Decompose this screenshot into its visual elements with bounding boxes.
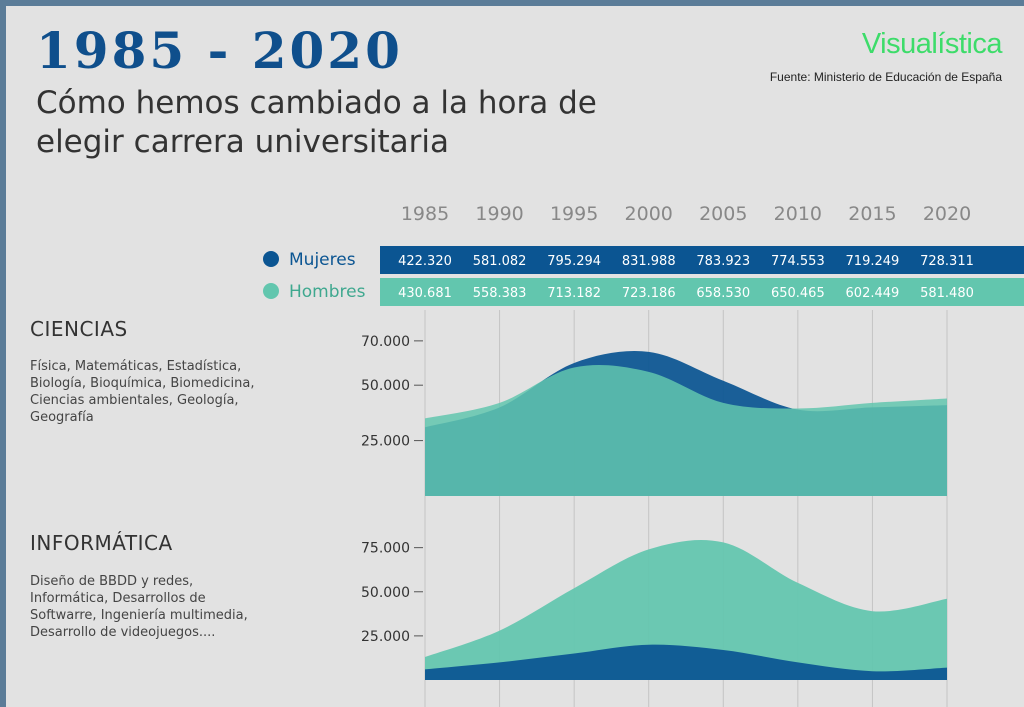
ytick-label-2: 70.000 xyxy=(361,334,410,350)
year-label-2010: 2010 xyxy=(774,203,822,225)
ytick-label-0: 25.000 xyxy=(361,434,410,450)
area-hombres xyxy=(425,540,947,680)
ytick-label-1: 50.000 xyxy=(361,585,410,601)
cell-mujeres-2020: 728.311 xyxy=(920,254,974,269)
data-table: 422.320 581.082 795.294 831.988 783.923 774.5… xyxy=(380,246,1024,306)
cell-mujeres-1995: 795.294 xyxy=(547,254,601,269)
year-label-1995: 1995 xyxy=(550,203,598,225)
chart-ciencias: 25.000 50.000 70.000 xyxy=(361,334,947,496)
year-label-2020: 2020 xyxy=(923,203,971,225)
cell-mujeres-1985: 422.320 xyxy=(398,254,452,269)
main-title: 1985 - 2020 xyxy=(36,21,403,80)
year-axis: 1985 1990 1995 2000 2005 2010 2015 2020 xyxy=(401,203,971,225)
legend-label-hombres: Hombres xyxy=(289,282,366,302)
cell-hombres-1995: 713.182 xyxy=(547,286,601,301)
section-desc-informatica: Diseño de BBDD y redes, Informática, Des… xyxy=(30,574,248,640)
ytick-label-1: 50.000 xyxy=(361,378,410,394)
cell-mujeres-2015: 719.249 xyxy=(846,254,900,269)
chart-informatica: 25.000 50.000 75.000 xyxy=(361,540,947,680)
legend-item-mujeres: Mujeres xyxy=(263,248,356,272)
section-title-informatica: INFORMÁTICA xyxy=(30,531,173,555)
frame-left-border xyxy=(0,0,6,707)
ytick-label-0: 25.000 xyxy=(361,629,410,645)
year-label-1985: 1985 xyxy=(401,203,449,225)
year-label-2015: 2015 xyxy=(848,203,896,225)
ytick-label-2: 75.000 xyxy=(361,541,410,557)
cell-mujeres-1990: 581.082 xyxy=(473,254,527,269)
cell-hombres-2000: 723.186 xyxy=(622,286,676,301)
cell-mujeres-2005: 783.923 xyxy=(696,254,750,269)
cell-hombres-2020: 581.480 xyxy=(920,286,974,301)
cell-hombres-2005: 658.530 xyxy=(696,286,750,301)
year-label-2000: 2000 xyxy=(625,203,673,225)
source-note: Fuente: Ministerio de Educación de Españ… xyxy=(769,70,1002,84)
cell-hombres-1990: 558.383 xyxy=(473,286,527,301)
frame-top-border xyxy=(0,0,1024,6)
legend-dot-mujeres xyxy=(263,251,279,267)
year-label-1990: 1990 xyxy=(475,203,523,225)
year-label-2005: 2005 xyxy=(699,203,747,225)
area-mujeres xyxy=(425,644,947,680)
brand-logo: Visualística xyxy=(861,28,1003,60)
cell-hombres-2010: 650.465 xyxy=(771,286,825,301)
cell-mujeres-2010: 774.553 xyxy=(771,254,825,269)
cell-mujeres-2000: 831.988 xyxy=(622,254,676,269)
cell-hombres-1985: 430.681 xyxy=(398,286,452,301)
subtitle: Cómo hemos cambiado a la hora de elegir … xyxy=(36,85,597,160)
legend-label-mujeres: Mujeres xyxy=(289,250,356,270)
section-title-ciencias: CIENCIAS xyxy=(30,317,128,341)
legend-dot-hombres xyxy=(263,283,279,299)
table-row-mujeres xyxy=(380,246,1024,274)
cell-hombres-2015: 602.449 xyxy=(846,286,900,301)
section-desc-ciencias: Física, Matemáticas, Estadística, Biolog… xyxy=(30,359,255,425)
legend-item-hombres: Hombres xyxy=(263,280,365,304)
area-hombres xyxy=(425,365,947,496)
table-row-hombres xyxy=(380,278,1024,306)
